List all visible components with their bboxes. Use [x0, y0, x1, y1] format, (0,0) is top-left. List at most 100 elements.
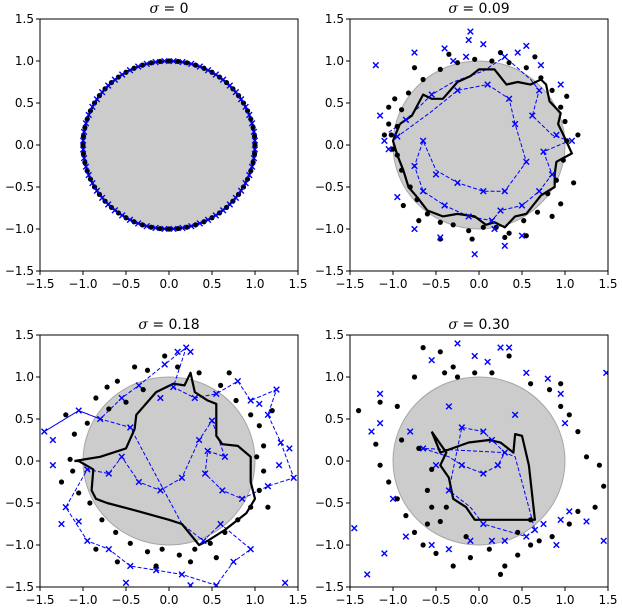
unit-disk	[82, 376, 256, 546]
point-b	[501, 449, 509, 456]
point-a	[502, 234, 508, 240]
point-b	[219, 206, 227, 214]
point-a	[63, 412, 69, 418]
point-b	[126, 66, 134, 74]
point-a	[536, 538, 542, 544]
y-tick-label: −1.0	[5, 538, 34, 552]
point-b	[251, 137, 259, 144]
point-b	[157, 487, 164, 494]
point-a	[261, 443, 267, 449]
point-a	[248, 504, 254, 510]
point-b	[561, 419, 569, 427]
x-tick-label: 0.0	[469, 593, 488, 607]
point-a	[429, 504, 435, 510]
point-b	[179, 58, 186, 66]
point-b	[118, 453, 125, 461]
x-tick-label: 0.5	[202, 593, 221, 607]
point-a	[394, 403, 400, 409]
point-a	[549, 87, 555, 93]
point-a	[157, 58, 163, 65]
point-b	[419, 187, 427, 195]
point-a	[144, 367, 151, 373]
point-b	[80, 154, 88, 162]
point-a	[131, 219, 137, 225]
point-b	[511, 411, 519, 419]
y-tick-label: −1.0	[315, 222, 344, 236]
point-a	[244, 176, 251, 182]
point-a	[127, 540, 133, 546]
point-a	[502, 563, 508, 569]
x-tick-label: 0.5	[512, 277, 531, 291]
point-a	[403, 513, 409, 519]
point-b	[250, 128, 258, 136]
point-b	[363, 571, 371, 578]
y-tick-label: 1.0	[15, 370, 34, 384]
point-b	[256, 400, 263, 408]
point-a	[443, 504, 449, 510]
point-b	[465, 36, 472, 44]
point-b	[484, 81, 491, 88]
point-a	[123, 399, 129, 405]
point-b	[242, 179, 249, 187]
point-a	[528, 517, 534, 523]
point-b	[568, 137, 576, 145]
point-b	[134, 63, 142, 70]
point-b	[219, 76, 227, 84]
point-a	[450, 222, 456, 228]
point-b	[467, 28, 474, 35]
point-b	[480, 40, 487, 48]
point-b	[557, 516, 564, 524]
point-a	[394, 123, 400, 130]
point-b	[394, 133, 401, 140]
point-a	[429, 466, 435, 472]
point-b	[98, 194, 106, 202]
point-a	[394, 496, 400, 502]
point-b	[195, 436, 203, 444]
point-b	[491, 225, 498, 233]
point-a	[489, 370, 495, 376]
point-b	[105, 470, 113, 477]
x-tick-label: −0.5	[421, 277, 450, 291]
panel-4: −1.5 −1.0 −0.5 0.0 0.5 1.0 1.5 −1.5 −1.0 −0.5 0.0 0…	[315, 317, 618, 607]
point-a	[442, 370, 448, 376]
point-a	[497, 50, 504, 56]
point-b	[247, 545, 254, 553]
point-a	[596, 462, 603, 468]
point-b	[277, 439, 285, 446]
point-a	[399, 167, 405, 173]
y-tick-label: −1.5	[315, 580, 344, 594]
point-b	[518, 232, 526, 240]
plot-area	[372, 28, 581, 258]
point-b	[134, 220, 142, 227]
panel-title: σ = 0	[149, 1, 188, 17]
point-a	[390, 146, 396, 152]
point-a	[265, 504, 271, 510]
point-b	[221, 453, 229, 461]
point-b	[105, 545, 113, 553]
point-b	[553, 131, 560, 139]
point-a	[437, 219, 443, 225]
point-b	[445, 487, 453, 494]
point-b	[75, 407, 82, 414]
point-b	[234, 377, 242, 385]
point-a	[209, 215, 215, 221]
point-b	[178, 474, 186, 482]
point-b	[152, 224, 159, 232]
y-tick-label: −0.5	[315, 496, 344, 510]
point-b	[213, 582, 220, 587]
y-tick-label: 1.0	[325, 54, 344, 68]
point-a	[222, 529, 228, 536]
point-b	[226, 82, 234, 89]
x-tick-label: −1.5	[25, 277, 54, 291]
point-b	[85, 171, 93, 179]
point-b	[62, 503, 70, 511]
point-a	[528, 381, 534, 387]
path-a	[74, 371, 257, 547]
point-a	[414, 197, 420, 203]
point-b	[104, 82, 112, 89]
point-a	[71, 431, 77, 437]
point-a	[91, 184, 98, 190]
point-a	[209, 69, 215, 75]
point-a	[480, 224, 486, 230]
point-b	[275, 461, 283, 469]
